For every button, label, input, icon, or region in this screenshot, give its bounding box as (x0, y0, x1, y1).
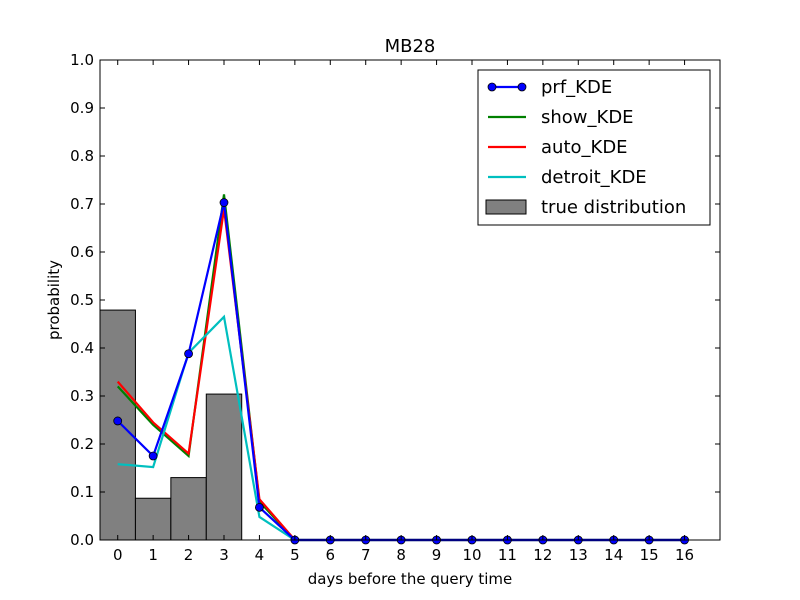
y-tick-label: 0.4 (70, 339, 94, 357)
x-tick-label: 10 (462, 546, 481, 564)
x-tick-label: 14 (604, 546, 623, 564)
x-tick-label: 4 (255, 546, 265, 564)
legend-label: true distribution (541, 197, 686, 218)
series-point-prf_KDE (255, 502, 264, 512)
x-axis-label: days before the query time (308, 570, 513, 588)
series-point-prf_KDE (219, 198, 229, 207)
x-tick-label: 6 (326, 546, 336, 564)
x-ticks: 0 1 2 3 4 5 6 7 8 9 10 11 12 13 14 15 16 (113, 60, 694, 564)
y-tick-label: 0.0 (70, 531, 94, 549)
series-point-prf_KDE (184, 349, 193, 359)
y-tick-label: 0.8 (70, 147, 94, 165)
y-tick-label: 0.3 (70, 387, 94, 405)
legend-label: show_KDE (541, 107, 634, 128)
histogram-bar (170, 477, 207, 541)
x-tick-label: 3 (219, 546, 229, 564)
x-tick-label: 11 (498, 546, 517, 564)
x-tick-label: 9 (432, 546, 442, 564)
y-tick-label: 0.6 (70, 243, 94, 261)
y-tick-label: 0.7 (70, 195, 94, 213)
y-tick-label: 0.2 (70, 435, 94, 453)
series-point-prf_KDE (113, 416, 123, 426)
x-tick-label: 12 (533, 546, 552, 564)
legend-swatch-histogram (485, 199, 527, 215)
y-axis-label: probability (45, 260, 63, 340)
legend-label: auto_KDE (541, 137, 628, 158)
x-tick-label: 5 (290, 546, 300, 564)
y-tick-label: 0.9 (70, 99, 94, 117)
legend-marker (517, 82, 527, 92)
x-tick-label: 8 (396, 546, 406, 564)
legend-label: detroit_KDE (541, 167, 647, 188)
legend-marker (487, 82, 497, 92)
x-tick-label: 16 (675, 546, 694, 564)
series-point-prf_KDE (148, 451, 158, 461)
x-tick-label: 2 (184, 546, 194, 564)
x-tick-label: 13 (569, 546, 588, 564)
legend-label: prf_KDE (541, 77, 612, 98)
y-tick-label: 0.1 (70, 483, 94, 501)
y-tick-label: 1.0 (70, 51, 94, 69)
x-tick-label: 0 (113, 546, 123, 564)
x-tick-label: 1 (148, 546, 158, 564)
x-tick-label: 15 (640, 546, 659, 564)
chart-title: MB28 (385, 36, 436, 57)
histogram-bar (205, 393, 243, 541)
histogram-bar (134, 497, 172, 541)
y-tick-label: 0.5 (70, 291, 94, 309)
y-ticks: 0.0 0.1 0.2 0.3 0.4 0.5 0.6 0.7 0.8 0.9 1.0 (70, 51, 720, 549)
x-tick-label: 7 (361, 546, 371, 564)
